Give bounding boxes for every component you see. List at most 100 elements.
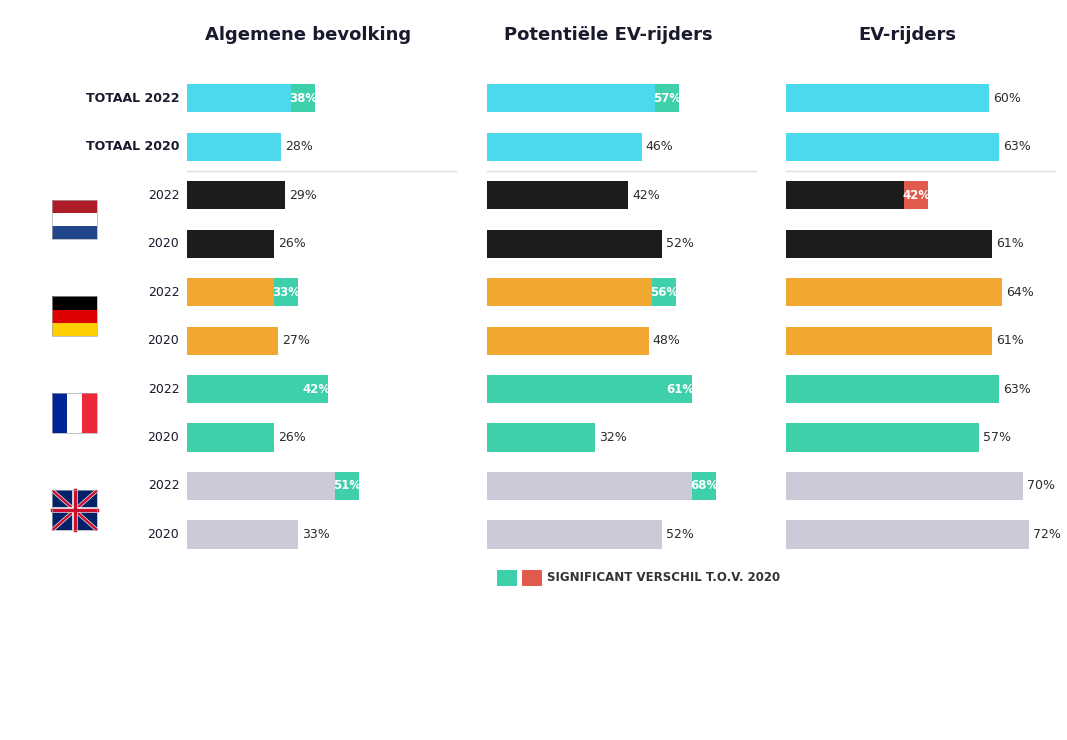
Text: TOTAAL 2020: TOTAAL 2020 xyxy=(85,140,179,153)
Text: Basis 2022:: Basis 2022: xyxy=(21,576,92,587)
Bar xyxy=(786,132,999,161)
Bar xyxy=(786,375,999,403)
Text: Basis 2020: Algemene bevolking (n=1.135 totaal: Frankrijk
n=257, Duitsland n=306: Basis 2020: Algemene bevolking (n=1.135 … xyxy=(544,576,895,655)
Text: 52%: 52% xyxy=(666,528,694,541)
Text: 29%: 29% xyxy=(289,189,317,202)
Bar xyxy=(487,229,662,258)
Bar xyxy=(522,570,542,586)
Text: 63%: 63% xyxy=(1003,383,1031,396)
Text: 27%: 27% xyxy=(282,334,309,347)
Text: Basis 2020:: Basis 2020: xyxy=(544,576,615,587)
Bar xyxy=(487,326,649,354)
Text: 2022: 2022 xyxy=(147,189,179,202)
Bar xyxy=(187,229,274,258)
Text: 57%: 57% xyxy=(653,92,681,105)
Bar xyxy=(52,297,97,310)
Text: 2020: 2020 xyxy=(147,237,179,250)
Text: EV-rijders: EV-rijders xyxy=(859,26,957,44)
Bar xyxy=(187,375,329,403)
Bar xyxy=(786,326,992,354)
Text: 42%: 42% xyxy=(633,189,660,202)
Text: 70%: 70% xyxy=(1026,480,1054,493)
Text: 38%: 38% xyxy=(289,92,317,105)
Bar xyxy=(187,326,277,354)
Text: 2022: 2022 xyxy=(147,383,179,396)
Bar xyxy=(187,520,298,548)
Text: SIGNIFICANT VERSCHIL T.O.V. 2020: SIGNIFICANT VERSCHIL T.O.V. 2020 xyxy=(546,571,780,584)
Bar xyxy=(274,278,298,306)
Bar xyxy=(52,200,97,239)
Bar xyxy=(187,181,285,209)
Text: 2020: 2020 xyxy=(147,334,179,347)
Bar xyxy=(905,181,928,209)
Text: 61%: 61% xyxy=(997,237,1024,250)
Bar xyxy=(187,278,298,306)
Text: 32%: 32% xyxy=(599,431,626,444)
Bar xyxy=(291,84,315,112)
Bar xyxy=(52,491,97,530)
Text: 42%: 42% xyxy=(303,383,331,396)
Text: 26%: 26% xyxy=(278,237,306,250)
Bar xyxy=(786,181,928,209)
Text: 72%: 72% xyxy=(1033,528,1062,541)
Bar xyxy=(52,491,97,530)
Bar xyxy=(52,394,67,433)
Text: 42%: 42% xyxy=(903,189,930,202)
Text: 60%: 60% xyxy=(993,92,1021,105)
Bar xyxy=(786,472,1022,500)
Text: 68%: 68% xyxy=(690,480,718,493)
Bar xyxy=(67,394,82,433)
Bar xyxy=(52,394,97,433)
Bar xyxy=(786,520,1030,548)
Text: Potentiële EV-rijders: Potentiële EV-rijders xyxy=(504,26,713,44)
Text: 61%: 61% xyxy=(997,334,1024,347)
Bar xyxy=(52,310,97,323)
Bar xyxy=(786,84,989,112)
Text: 61%: 61% xyxy=(667,383,695,396)
Bar xyxy=(487,278,675,306)
Text: 26%: 26% xyxy=(278,431,306,444)
Text: 33%: 33% xyxy=(302,528,330,541)
Bar xyxy=(187,84,315,112)
Text: 2022: 2022 xyxy=(147,286,179,299)
Bar xyxy=(786,423,978,451)
Bar xyxy=(692,472,716,500)
Text: 48%: 48% xyxy=(653,334,681,347)
Text: 46%: 46% xyxy=(646,140,673,153)
Bar xyxy=(305,375,329,403)
Bar xyxy=(487,375,692,403)
Bar xyxy=(335,472,359,500)
Bar xyxy=(52,323,97,336)
Bar xyxy=(487,520,662,548)
Text: 52%: 52% xyxy=(666,237,694,250)
Bar xyxy=(52,213,97,226)
Text: 28%: 28% xyxy=(285,140,313,153)
Bar xyxy=(487,472,716,500)
Bar xyxy=(652,278,675,306)
Text: 63%: 63% xyxy=(1003,140,1031,153)
Text: 33%: 33% xyxy=(272,286,300,299)
Text: 2020: 2020 xyxy=(147,431,179,444)
Bar xyxy=(497,570,517,586)
Bar xyxy=(786,278,1002,306)
Text: 57%: 57% xyxy=(983,431,1010,444)
Bar xyxy=(52,200,97,213)
Bar xyxy=(52,297,97,336)
Text: 2020: 2020 xyxy=(147,528,179,541)
Text: Basis 2022: Algemene bevolking (n=2.204 totaal: Frankrijk
n=541, Duitsland n=590: Basis 2022: Algemene bevolking (n=2.204 … xyxy=(21,576,377,655)
Bar xyxy=(187,472,359,500)
Text: TOTAAL 2022: TOTAAL 2022 xyxy=(85,92,179,105)
Bar xyxy=(487,132,641,161)
Bar xyxy=(82,394,97,433)
Bar xyxy=(52,226,97,239)
Bar xyxy=(655,84,679,112)
Text: 64%: 64% xyxy=(1006,286,1034,299)
Bar xyxy=(786,229,992,258)
Bar xyxy=(487,423,594,451)
Text: 51%: 51% xyxy=(333,480,361,493)
Bar xyxy=(187,423,274,451)
Text: 2022: 2022 xyxy=(147,480,179,493)
Bar xyxy=(187,132,282,161)
Bar xyxy=(487,84,679,112)
Bar xyxy=(487,181,628,209)
